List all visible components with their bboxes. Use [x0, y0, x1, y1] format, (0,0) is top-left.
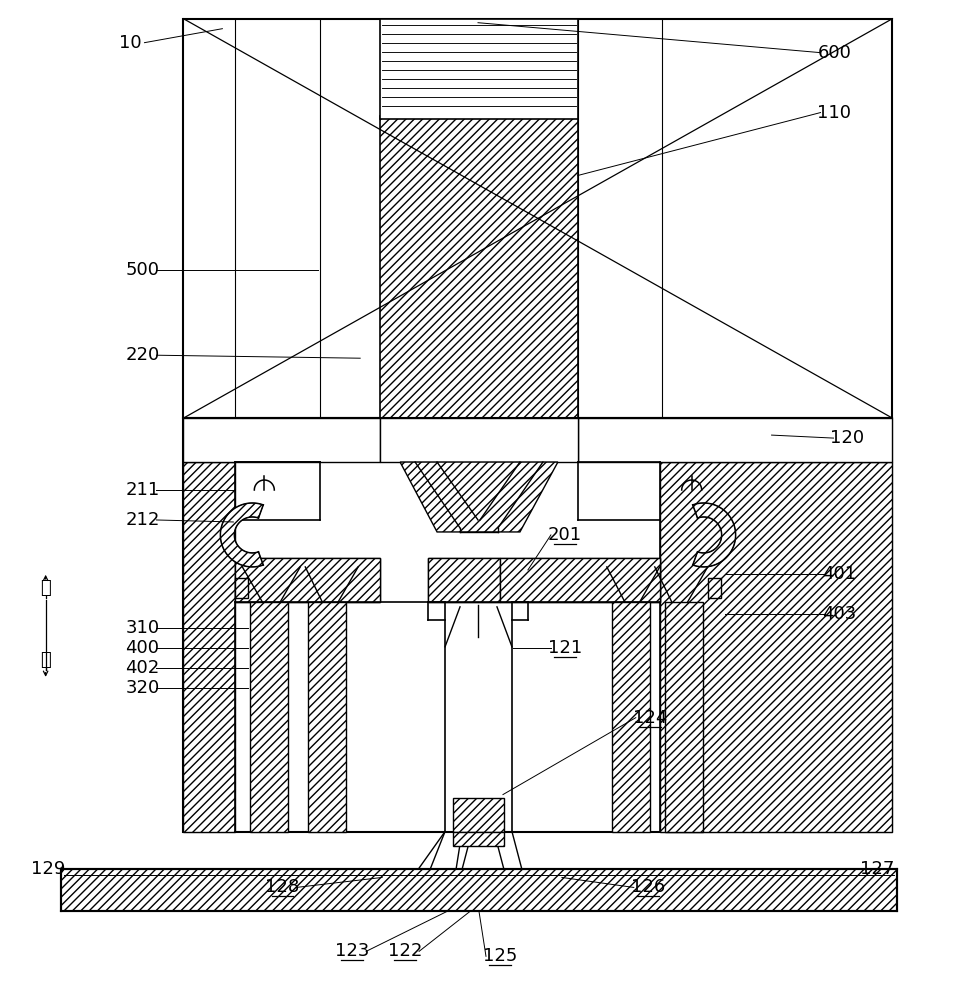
Bar: [664, 602, 703, 832]
Bar: [380, 116, 577, 418]
Bar: [428, 558, 500, 602]
Bar: [184, 418, 892, 832]
Text: 310: 310: [125, 619, 160, 637]
Bar: [235, 578, 249, 598]
Bar: [660, 462, 892, 832]
Text: 600: 600: [817, 44, 852, 62]
Bar: [250, 602, 289, 832]
Bar: [453, 832, 504, 846]
Text: 220: 220: [125, 346, 160, 364]
Text: 129: 129: [32, 860, 66, 878]
Text: 110: 110: [817, 104, 852, 122]
Polygon shape: [401, 462, 558, 532]
Bar: [60, 869, 898, 911]
Text: 125: 125: [483, 947, 517, 965]
Text: 401: 401: [822, 565, 857, 583]
Bar: [308, 602, 346, 832]
Bar: [453, 798, 504, 832]
Text: 128: 128: [265, 878, 299, 896]
Text: 123: 123: [335, 942, 369, 960]
Text: 201: 201: [548, 526, 582, 544]
Bar: [380, 19, 577, 119]
Bar: [577, 418, 892, 462]
Text: 下: 下: [40, 651, 51, 669]
Text: 320: 320: [125, 679, 160, 697]
Text: 126: 126: [631, 878, 664, 896]
Bar: [500, 558, 660, 602]
Polygon shape: [221, 503, 263, 567]
Text: 400: 400: [125, 639, 160, 657]
Text: 127: 127: [860, 860, 895, 878]
Bar: [235, 558, 380, 602]
Bar: [428, 558, 500, 602]
Text: 10: 10: [120, 34, 141, 52]
Bar: [612, 602, 650, 832]
Polygon shape: [693, 503, 735, 567]
Text: 120: 120: [831, 429, 864, 447]
Bar: [500, 558, 660, 602]
Text: 212: 212: [125, 511, 160, 529]
Bar: [380, 418, 577, 462]
Bar: [184, 19, 892, 418]
Text: 500: 500: [125, 261, 160, 279]
Bar: [707, 578, 721, 598]
Text: 403: 403: [822, 605, 857, 623]
Text: 上: 上: [40, 579, 51, 597]
Bar: [184, 462, 235, 832]
Text: 121: 121: [548, 639, 582, 657]
Text: 211: 211: [125, 481, 160, 499]
Text: 124: 124: [633, 709, 667, 727]
Bar: [184, 418, 380, 462]
Text: 122: 122: [388, 942, 423, 960]
Bar: [235, 558, 380, 602]
Text: 402: 402: [125, 659, 160, 677]
